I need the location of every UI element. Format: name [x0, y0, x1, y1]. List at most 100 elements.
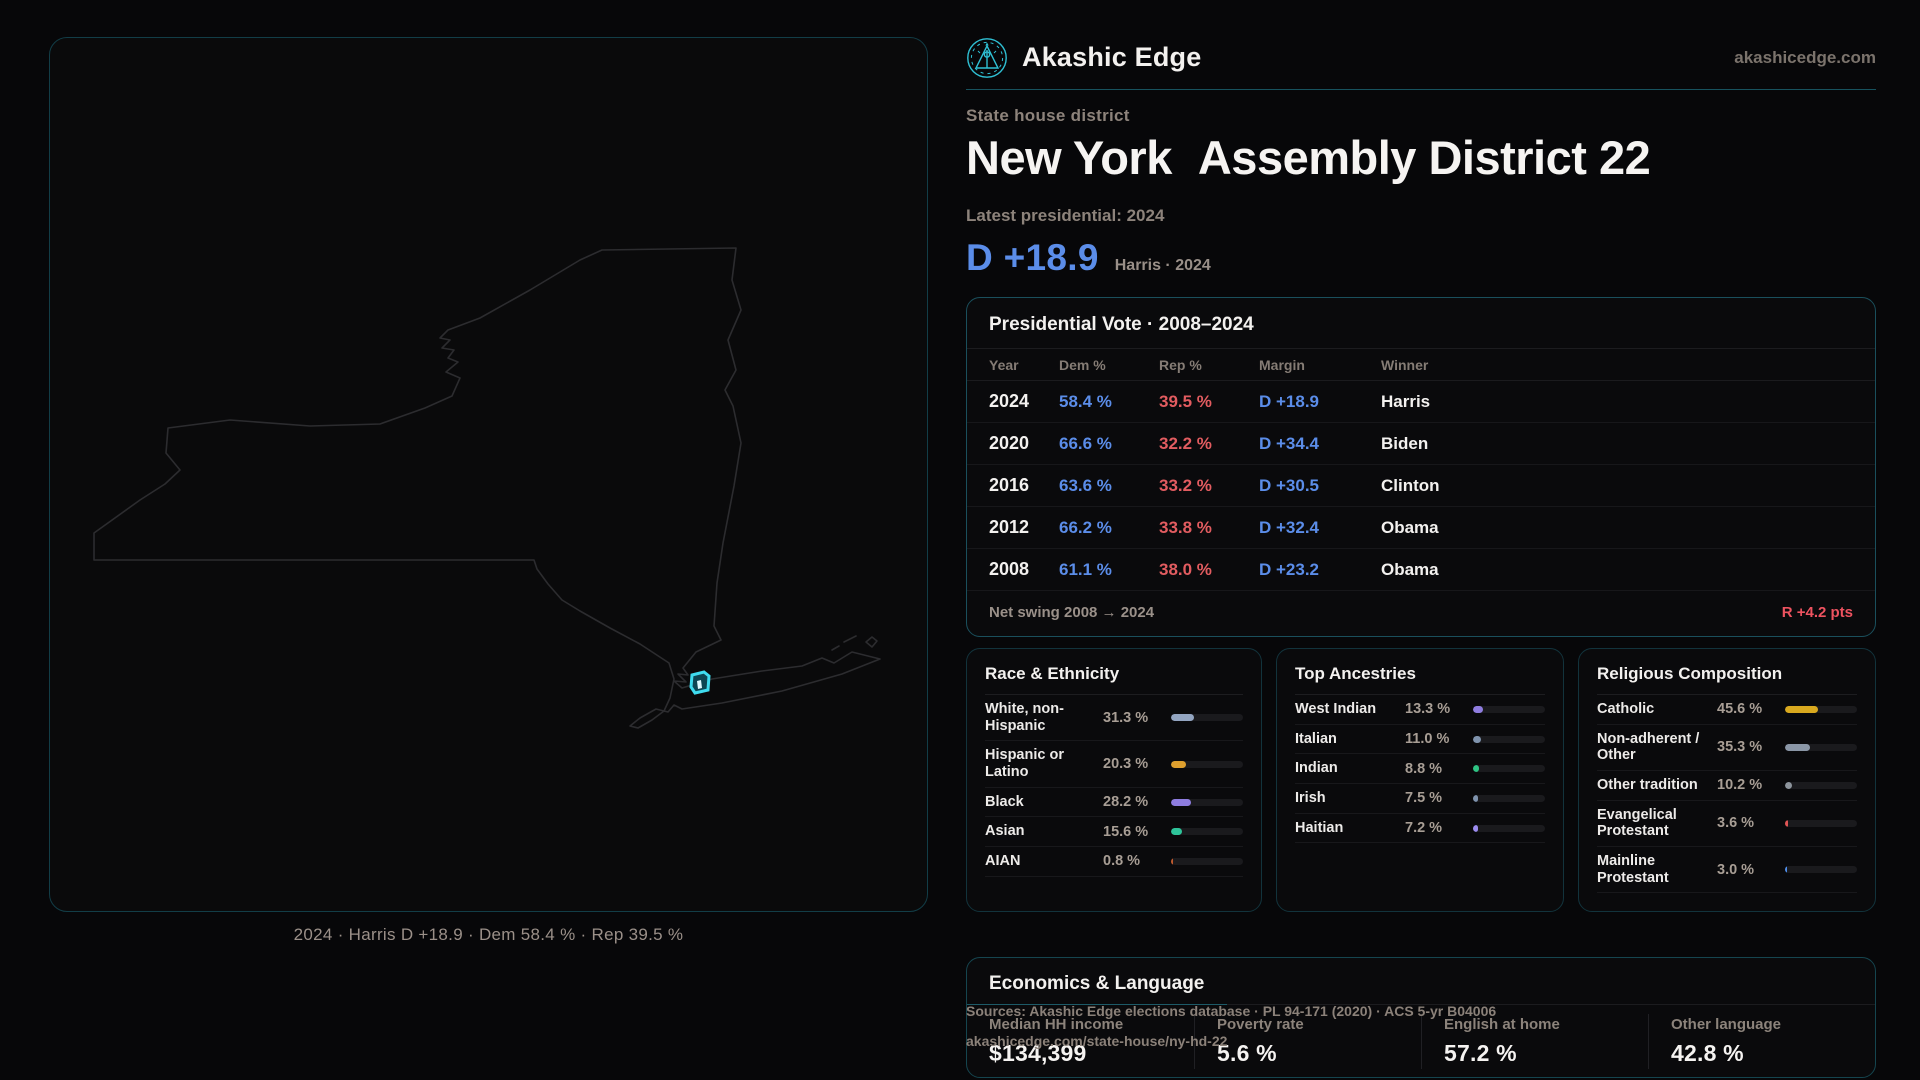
- race-ethnicity-card: Race & Ethnicity White, non-Hispanic 31.3…: [966, 648, 1262, 912]
- demo-value: 20.3 %: [1103, 756, 1149, 773]
- demo-label: Other tradition: [1597, 777, 1698, 794]
- cell-dem: 66.2 %: [1059, 517, 1112, 537]
- list-item: Indian 8.8 %: [1295, 754, 1545, 785]
- list-item: Evangelical Protestant 3.6 %: [1597, 801, 1857, 848]
- table-header-row: Year Dem % Rep % Margin Winner: [967, 349, 1875, 381]
- latest-presidential-label: Latest presidential: 2024: [966, 206, 1165, 225]
- brand-name: Akashic Edge: [1022, 42, 1202, 72]
- demo-label: Evangelical Protestant: [1597, 806, 1677, 840]
- list-item: Haitian 7.2 %: [1295, 814, 1545, 844]
- religion-card-title: Religious Composition: [1597, 664, 1857, 695]
- demo-label: Haitian: [1295, 819, 1344, 836]
- cell-dem: 66.6 %: [1059, 433, 1112, 453]
- cell-dem: 58.4 %: [1059, 391, 1112, 411]
- list-item: Italian 11.0 %: [1295, 725, 1545, 755]
- district-type-kicker: State house district: [966, 106, 1130, 125]
- stat-value: 57.2 %: [1444, 1040, 1517, 1066]
- demo-value: 8.8 %: [1405, 760, 1443, 777]
- margin-value: D +18.9: [966, 237, 1099, 278]
- demo-value: 0.8 %: [1103, 853, 1141, 870]
- economics-divider: [967, 1004, 1875, 1005]
- demo-label: Hispanic or Latino: [985, 747, 1064, 781]
- demo-label: Non-adherent / Other: [1597, 730, 1700, 764]
- list-item: Catholic 45.6 %: [1597, 695, 1857, 725]
- demo-bar-fill: [1785, 705, 1818, 713]
- cell-rep: 33.8 %: [1159, 517, 1212, 537]
- list-item: AIAN 0.8 %: [985, 847, 1243, 877]
- page-title-state: New York: [966, 131, 1172, 184]
- demo-label: Italian: [1295, 730, 1337, 747]
- demo-label: Mainline Protestant: [1597, 853, 1669, 886]
- cell-rep: 38.0 %: [1159, 559, 1212, 579]
- demo-label: Black: [985, 793, 1024, 810]
- cell-rep: 32.2 %: [1159, 433, 1212, 453]
- page-title-district: Assembly District 22: [1197, 131, 1651, 184]
- economics-language-card: Economics & Language Median HH income $13…: [966, 957, 1876, 1078]
- stat-value: $134,399: [989, 1040, 1087, 1066]
- stat-label: English at home: [1444, 1016, 1560, 1033]
- list-item: Mainline Protestant 3.0 %: [1597, 847, 1857, 894]
- column-header: Winner: [1381, 356, 1429, 373]
- demo-value: 15.6 %: [1103, 823, 1149, 840]
- presidential-card-title: Presidential Vote · 2008–2024: [989, 314, 1254, 335]
- demo-bar: [1785, 781, 1857, 789]
- stat-cell: Median HH income $134,399: [967, 1014, 1194, 1069]
- demo-label: Asian: [985, 823, 1025, 840]
- presidential-vote-card: Presidential Vote · 2008–2024 Year Dem % R…: [966, 297, 1876, 637]
- demo-bar-fill: [1785, 781, 1793, 789]
- net-swing-label: Net swing 2008 → 2024: [989, 604, 1155, 621]
- demo-value: 11.0 %: [1405, 731, 1450, 747]
- demo-bar-fill: [1171, 714, 1194, 722]
- demo-value: 13.3 %: [1405, 701, 1451, 718]
- demo-bar-fill: [1473, 765, 1480, 773]
- long-island-islet: [843, 635, 857, 643]
- cell-year: 2016: [989, 475, 1030, 495]
- demo-bar: [1171, 760, 1243, 768]
- cell-winner: Biden: [1381, 433, 1429, 453]
- demo-bar: [1171, 798, 1243, 806]
- demo-bar: [1473, 705, 1545, 713]
- brand-domain-link[interactable]: akashicedge.com: [1734, 47, 1876, 67]
- list-item: Non-adherent / Other 35.3 %: [1597, 725, 1857, 772]
- demo-value: 45.6 %: [1717, 701, 1763, 718]
- demo-value: 28.2 %: [1103, 794, 1149, 811]
- stat-cell: Other language 42.8 %: [1648, 1014, 1875, 1069]
- cell-dem: 61.1 %: [1059, 559, 1112, 579]
- cell-year: 2024: [989, 391, 1030, 411]
- demo-label: Irish: [1295, 790, 1326, 807]
- cell-dem: 63.6 %: [1059, 475, 1112, 495]
- demo-bar: [1171, 714, 1243, 722]
- list-item: West Indian 13.3 %: [1295, 695, 1545, 725]
- list-item: Black 28.2 %: [985, 788, 1243, 818]
- demo-value: 7.2 %: [1405, 820, 1443, 837]
- cell-year: 2008: [989, 559, 1030, 579]
- new-york-state-map[interactable]: [80, 238, 895, 733]
- page-title: New York Assembly District 22: [966, 130, 1651, 185]
- cell-margin: D +32.4: [1259, 517, 1320, 537]
- demo-label: West Indian: [1295, 701, 1377, 717]
- cell-winner: Harris: [1381, 391, 1431, 411]
- demo-bar: [1171, 828, 1243, 836]
- cell-year: 2020: [989, 433, 1030, 453]
- district-22-marker[interactable]: [689, 670, 711, 695]
- cell-margin: D +30.5: [1259, 475, 1320, 495]
- demo-bar: [1785, 819, 1857, 827]
- demo-bar: [1473, 765, 1545, 773]
- demo-label: Indian: [1295, 760, 1338, 777]
- district-map-panel[interactable]: [49, 37, 928, 912]
- column-header: Year: [989, 356, 1019, 373]
- demo-value: 31.3 %: [1103, 709, 1149, 726]
- stat-label: Poverty rate: [1217, 1016, 1304, 1033]
- list-item: Hispanic or Latino 20.3 %: [985, 741, 1243, 788]
- ny-state-outline: [93, 247, 881, 729]
- cell-margin: D +18.9: [1259, 391, 1320, 411]
- religious-composition-card: Religious Composition Catholic 45.6 % Non-…: [1578, 648, 1876, 912]
- shelter-island: [831, 645, 840, 651]
- demo-label: White, non-Hispanic: [985, 701, 1064, 734]
- list-item: Other tradition 10.2 %: [1597, 771, 1857, 801]
- stat-value: 42.8 %: [1671, 1040, 1744, 1066]
- table-row: 2020 66.6 % 32.2 % D +34.4 Biden: [967, 423, 1875, 465]
- demo-bar-fill: [1473, 794, 1479, 802]
- akashic-edge-logo-icon: [967, 37, 1007, 78]
